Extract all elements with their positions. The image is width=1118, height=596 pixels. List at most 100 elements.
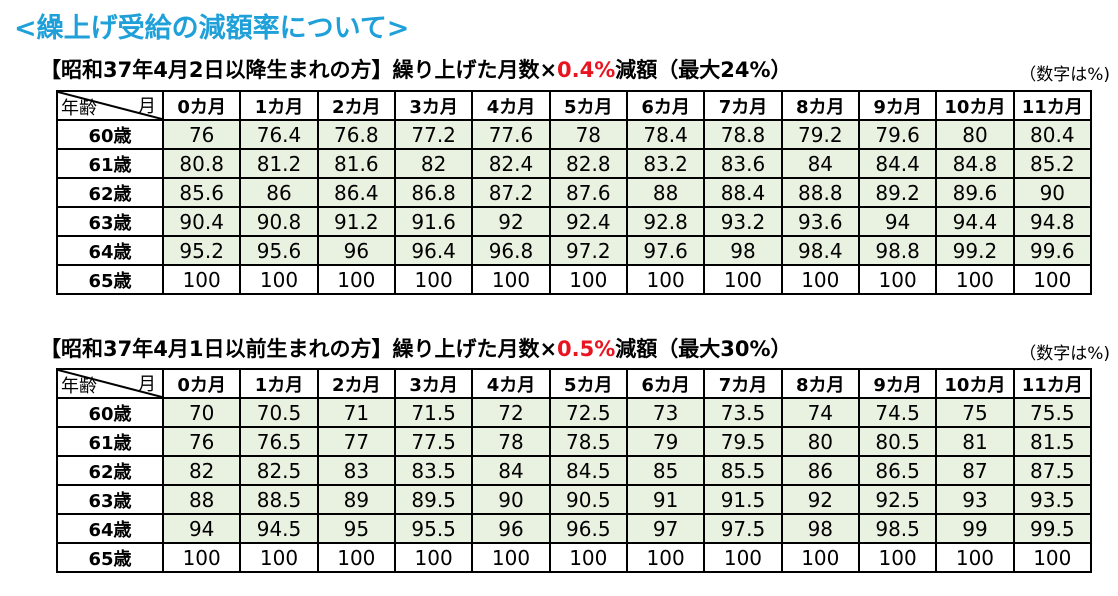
rate-cell: 100: [161, 264, 242, 295]
rate-cell: 80: [780, 426, 860, 457]
rate-cell: 83: [316, 455, 396, 486]
month-header: 5カ月: [548, 90, 628, 121]
corner-cell: 月 年齢: [56, 90, 164, 121]
month-header: 2カ月: [316, 90, 396, 121]
rate-cell: 76: [161, 119, 242, 150]
table-row: 65歳 100 100 100 100 100 100 100 100 100 100 100 100: [56, 264, 1093, 295]
rate-cell: 100: [935, 264, 1015, 295]
rate-cell: 100: [703, 264, 783, 295]
month-header: 8カ月: [780, 368, 860, 399]
month-header: 1カ月: [239, 90, 319, 121]
rate-cell: 84: [780, 148, 860, 179]
age-header: 63歳: [56, 206, 164, 237]
section-header-2: 【昭和37年4月1日以前生まれの方】繰り上げた月数×0.5%減額（最大30%） …: [40, 333, 1110, 369]
rate-cell: 97.5: [703, 513, 783, 544]
rate-cell: 76.5: [239, 426, 319, 457]
rate-cell: 81: [935, 426, 1015, 457]
rate-cell: 90: [1012, 177, 1093, 208]
rate-cell: 85: [625, 455, 706, 486]
corner-month-label: 月: [138, 96, 156, 117]
rate-cell: 100: [857, 542, 938, 573]
rate-cell: 98.5: [857, 513, 938, 544]
table-row: 64歳 94 94.5 95 95.5 96 96.5 97 97.5 98 98.5 99 99.5: [56, 513, 1093, 544]
month-header: 6カ月: [625, 90, 706, 121]
rate-cell: 80.5: [857, 426, 938, 457]
rate-cell: 80.4: [1012, 119, 1093, 150]
month-header: 9カ月: [857, 368, 938, 399]
rate-cell: 79.5: [703, 426, 783, 457]
corner-age-label: 年齢: [61, 98, 97, 119]
month-header: 2カ月: [316, 368, 396, 399]
rate-cell: 91.6: [393, 206, 474, 237]
rate-cell: 86: [780, 455, 860, 486]
month-header: 5カ月: [548, 368, 628, 399]
rate-cell: 88: [625, 177, 706, 208]
age-header: 62歳: [56, 455, 164, 486]
rate-cell: 99.2: [935, 235, 1015, 266]
rate-cell: 100: [780, 264, 860, 295]
diagonal-line: [58, 92, 162, 119]
rate-cell: 83.6: [703, 148, 783, 179]
rate-cell: 92.4: [548, 206, 628, 237]
corner-cell: 月 年齢: [56, 368, 164, 399]
rate-cell: 86: [239, 177, 319, 208]
rate-cell: 100: [1012, 264, 1093, 295]
rate-cell: 99.5: [1012, 513, 1093, 544]
rate-cell: 82.4: [471, 148, 551, 179]
unit-note: （数字は%): [1019, 344, 1110, 364]
rate-cell: 81.2: [239, 148, 319, 179]
rate-cell: 100: [471, 542, 551, 573]
rate-cell: 74.5: [857, 397, 938, 428]
rate-cell: 100: [393, 542, 474, 573]
rate-cell: 77.2: [393, 119, 474, 150]
rate-cell: 100: [1012, 542, 1093, 573]
month-header: 7カ月: [703, 368, 783, 399]
rate-cell: 91: [625, 484, 706, 515]
rate-cell: 79: [625, 426, 706, 457]
rate-cell: 80: [935, 119, 1015, 150]
rate-cell: 100: [780, 542, 860, 573]
rate-cell: 93.6: [780, 206, 860, 237]
rate-cell: 94.4: [935, 206, 1015, 237]
rate-cell: 87.5: [1012, 455, 1093, 486]
rate-cell: 93.5: [1012, 484, 1093, 515]
rate-cell: 82.8: [548, 148, 628, 179]
age-header: 65歳: [56, 542, 164, 573]
month-header: 4カ月: [471, 368, 551, 399]
rate-cell: 100: [548, 542, 628, 573]
rate-cell: 78.8: [703, 119, 783, 150]
rate-cell: 98.8: [857, 235, 938, 266]
rate-cell: 78.5: [548, 426, 628, 457]
rate-cell: 88.8: [780, 177, 860, 208]
table-row: 60歳 76 76.4 76.8 77.2 77.6 78 78.4 78.8 79.2 79.6 8…: [56, 119, 1093, 150]
heading-text: 【昭和37年4月2日以降生まれの方】繰り上げた月数×: [40, 58, 558, 82]
rate-cell: 82: [393, 148, 474, 179]
age-header: 62歳: [56, 177, 164, 208]
page-title: <繰上げ受給の減額率について>: [14, 13, 410, 44]
month-header: 8カ月: [780, 90, 860, 121]
rate-cell: 91.5: [703, 484, 783, 515]
rate-cell: 76: [161, 426, 242, 457]
rate-cell: 96.5: [548, 513, 628, 544]
rate-cell: 100: [548, 264, 628, 295]
rate-cell: 99.6: [1012, 235, 1093, 266]
table-row: 65歳 100 100 100 100 100 100 100 100 100 100 100 100: [56, 542, 1093, 573]
corner-month-label: 月: [138, 374, 156, 395]
rate-cell: 77: [316, 426, 396, 457]
table-row: 62歳 82 82.5 83 83.5 84 84.5 85 85.5 86 86.5 87 87.5: [56, 455, 1093, 486]
rate-cell: 91.2: [316, 206, 396, 237]
rate-cell: 72.5: [548, 397, 628, 428]
rate-cell: 82: [161, 455, 242, 486]
age-header: 60歳: [56, 119, 164, 150]
table-row: 61歳 76 76.5 77 77.5 78 78.5 79 79.5 80 80.5 81 81.5: [56, 426, 1093, 457]
rate-cell: 96.8: [471, 235, 551, 266]
rate-cell: 100: [316, 264, 396, 295]
rate-cell: 97: [625, 513, 706, 544]
rate-cell: 98: [703, 235, 783, 266]
diagonal-line: [58, 370, 162, 397]
month-header: 3カ月: [393, 368, 474, 399]
rate-cell: 84.8: [935, 148, 1015, 179]
month-header: 9カ月: [857, 90, 938, 121]
month-header: 11カ月: [1012, 368, 1093, 399]
table-row: 63歳 88 88.5 89 89.5 90 90.5 91 91.5 92 92.5 93 93.5: [56, 484, 1093, 515]
